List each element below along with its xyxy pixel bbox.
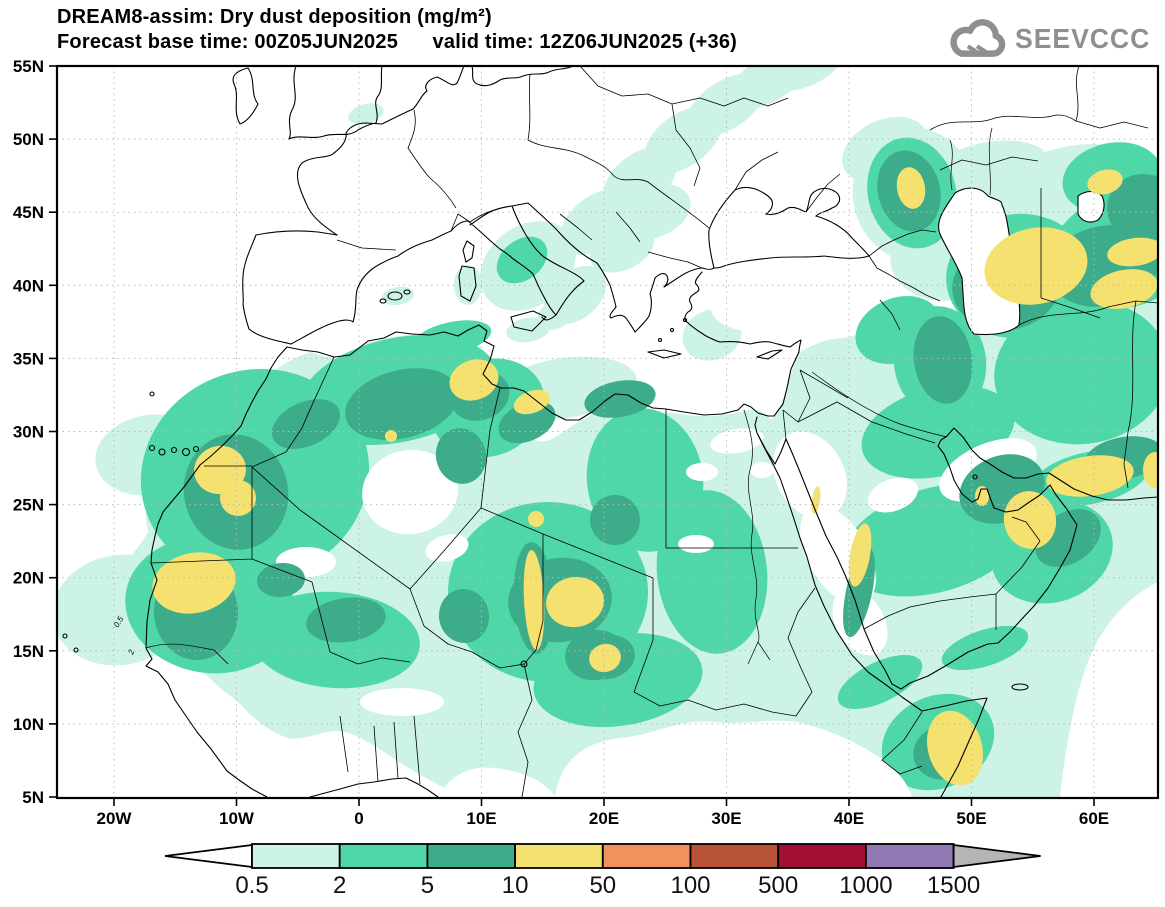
sea-outlines	[708, 187, 1105, 336]
x-tick-label: 10W	[219, 809, 255, 828]
colorbar-segment	[514, 843, 604, 869]
latitude-axis: 55N 50N 45N 40N 35N 30N 25N 20N 15N 10N 5N	[13, 57, 57, 807]
country-borders	[150, 66, 1158, 798]
colorbar-segment	[777, 843, 867, 869]
colorbar-segment	[865, 843, 955, 869]
x-tick-label: 60E	[1079, 809, 1109, 828]
x-tick-label: 20W	[97, 809, 133, 828]
colorbar: 0.5 2 5 10 50 100 500 1000 1500	[164, 843, 1041, 899]
x-tick-label: 10E	[466, 809, 496, 828]
x-tick-label: 40E	[834, 809, 864, 828]
colorbar-tick-label: 1000	[839, 872, 892, 899]
x-tick-label: 50E	[956, 809, 986, 828]
x-tick-label: 30E	[711, 809, 741, 828]
colorbar-segment	[426, 843, 516, 869]
x-tick-label: 20E	[589, 809, 619, 828]
y-tick-label: 5N	[22, 788, 44, 807]
colorbar-segment	[689, 843, 780, 869]
colorbar-tick-label: 1500	[927, 872, 980, 899]
cloud-icon	[950, 19, 1005, 58]
longitude-axis: 20W 10W 0 10E 20E 30E 40E 50E 60E	[97, 798, 1109, 828]
y-tick-label: 25N	[13, 496, 44, 515]
y-tick-label: 40N	[13, 276, 44, 295]
seevccc-logo: SEEVCCC	[945, 16, 1157, 62]
inline-contour-label: 2	[126, 648, 137, 657]
y-tick-label: 20N	[13, 569, 44, 588]
colorbar-tick-label: 5	[421, 872, 434, 899]
y-tick-label: 15N	[13, 642, 44, 661]
y-tick-label: 55N	[13, 57, 44, 76]
y-tick-label: 10N	[13, 715, 44, 734]
colorbar-tick-label: 100	[670, 872, 710, 899]
colorbar-tick-label: 2	[333, 872, 346, 899]
colorbar-tick-label: 0.5	[235, 872, 268, 899]
colorbar-left-arrow	[164, 843, 253, 869]
coastlines	[62, 66, 1158, 798]
y-tick-label: 50N	[13, 130, 44, 149]
colorbar-segment	[338, 843, 429, 869]
x-tick-label: 0	[354, 809, 363, 828]
colorbar-tick-label: 10	[502, 872, 529, 899]
contour-band-10-50	[152, 167, 1158, 786]
colorbar-segment	[601, 843, 692, 869]
rivers	[145, 127, 993, 665]
y-tick-label: 35N	[13, 349, 44, 368]
aral-sea	[1077, 190, 1105, 223]
graticule	[57, 66, 1158, 798]
forecast-times: Forecast base time: 00Z05JUN2025 valid t…	[57, 31, 738, 53]
caspian-sea	[938, 187, 1021, 336]
logo-text: SEEVCCC	[1014, 23, 1150, 54]
colorbar-tick-label: 50	[589, 872, 616, 899]
colorbar-right-arrow	[952, 843, 1041, 869]
title-block: DREAM8-assim: Dry dust deposition (mg/m²…	[57, 6, 737, 54]
black-sea	[708, 187, 870, 269]
colorbar-tick-label: 500	[758, 872, 798, 899]
y-tick-label: 45N	[13, 203, 44, 222]
y-tick-label: 30N	[13, 423, 44, 442]
map-title: DREAM8-assim: Dry dust deposition (mg/m²…	[57, 6, 492, 28]
colorbar-segment	[251, 843, 341, 869]
